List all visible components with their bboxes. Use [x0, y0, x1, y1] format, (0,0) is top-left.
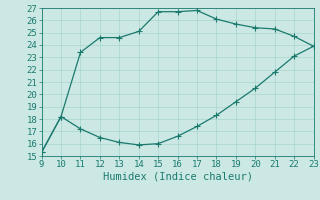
X-axis label: Humidex (Indice chaleur): Humidex (Indice chaleur) — [103, 172, 252, 182]
